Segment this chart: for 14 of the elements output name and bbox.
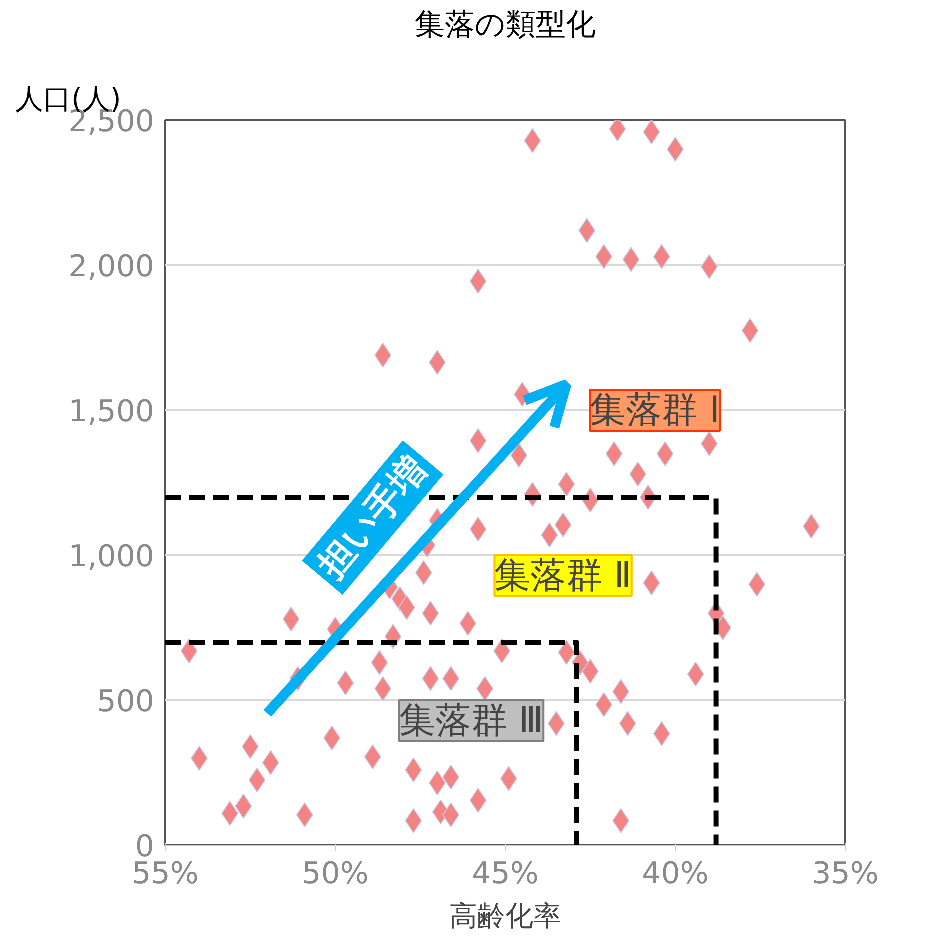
x-tick-label: 35% [812, 856, 879, 892]
annotation: 集落群 Ⅲ [399, 700, 544, 742]
x-tick-label: 50% [302, 856, 369, 892]
x-axis-title: 高齢化率 [450, 900, 562, 932]
y-tick-label: 1,500 [68, 394, 155, 430]
x-tick-label: 45% [472, 856, 539, 892]
chart-title: 集落の類型化 [415, 8, 596, 42]
y-tick-label: 2,000 [68, 250, 155, 284]
x-tick-label: 40% [642, 856, 709, 892]
y-tick-label: 500 [97, 684, 155, 720]
y-tick-label: 1,000 [68, 540, 155, 574]
annotation: 担い手増 [309, 449, 436, 588]
annotation: 集落群 Ⅰ [590, 390, 720, 431]
annotation: 集落群 Ⅱ [494, 555, 632, 596]
